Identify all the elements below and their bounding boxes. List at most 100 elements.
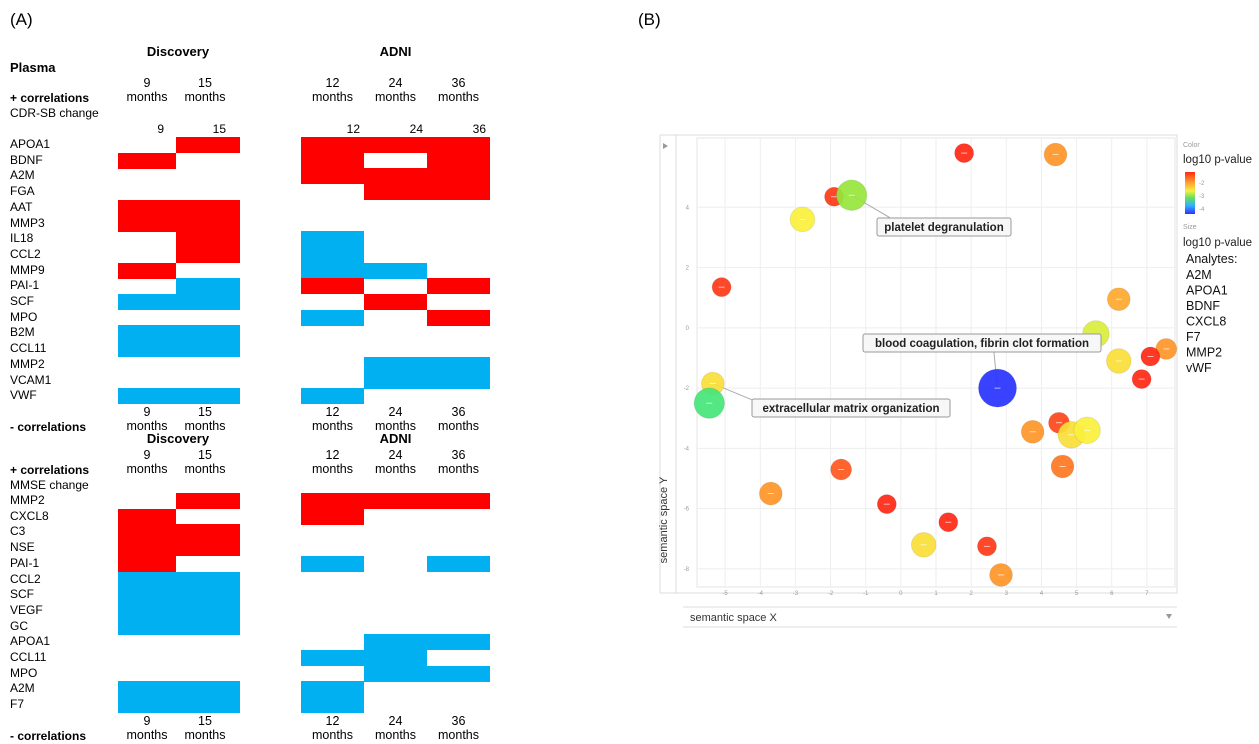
- heatmap-cell: [427, 356, 490, 373]
- heatmap-cell: [301, 262, 364, 279]
- row-label: F7: [10, 697, 25, 712]
- column-header: 36 months: [438, 76, 479, 104]
- heatmap-cell: [301, 246, 364, 263]
- heatmap-cell: [118, 697, 176, 714]
- heatmap-cell: [301, 152, 364, 169]
- heatmap-cell: [176, 587, 240, 604]
- annotation-label: platelet degranulation: [884, 222, 1004, 234]
- heatmap-cell: [301, 508, 364, 525]
- x-tick-label: -4: [758, 591, 764, 597]
- x-tick-label: 2: [969, 591, 973, 597]
- x-tick-label: 7: [1145, 591, 1149, 597]
- legend-color-title: Color: [1183, 142, 1200, 149]
- x-tick-label: 1: [934, 591, 938, 597]
- heatmap-cell: [364, 356, 427, 373]
- row-label: MMP3: [10, 215, 45, 230]
- row-label: CXCL8: [10, 508, 49, 523]
- row-label: B2M: [10, 325, 35, 340]
- panel-a-label: (A): [10, 10, 33, 29]
- row-label: PAI-1: [10, 278, 40, 293]
- group-header-adni: ADNI: [379, 44, 412, 59]
- row-label: CCL11: [10, 650, 47, 664]
- heatmap-cell: [118, 262, 176, 279]
- column-tick: 24: [409, 122, 423, 136]
- row-label: NSE: [10, 540, 35, 555]
- row-label: SCF: [10, 294, 34, 308]
- heatmap-cell: [427, 372, 490, 389]
- heatmap-cell: [176, 540, 240, 557]
- heatmap-cell: [427, 634, 490, 651]
- column-footer: 12 months: [312, 404, 353, 433]
- annotation-label: extracellular matrix organization: [762, 403, 939, 415]
- x-tick-label: 3: [1005, 591, 1009, 597]
- column-footer: 15 months: [184, 404, 226, 433]
- x-axis-title: semantic space X: [690, 612, 777, 624]
- heatmap-cell: [176, 246, 240, 263]
- heatmap-cell: [301, 278, 364, 295]
- column-footer: 24 months: [375, 404, 416, 433]
- heatmap-cell: [427, 152, 490, 169]
- x-tick-label: 6: [1110, 591, 1114, 597]
- heatmap-cell: [301, 309, 364, 326]
- heatmap-cell: [364, 493, 427, 509]
- column-tick: 9: [157, 122, 164, 136]
- color-scale-tick: -3: [1199, 194, 1205, 200]
- heatmap-cell: [301, 681, 364, 698]
- analyte-item: vWF: [1186, 361, 1212, 375]
- column-tick: 12: [346, 122, 360, 136]
- heatmap-cell: [301, 555, 364, 572]
- y-tick-label: -2: [684, 386, 690, 392]
- row-label: A2M: [10, 681, 35, 696]
- column-header: 15 months: [184, 76, 226, 104]
- heatmap-cell: [118, 571, 176, 588]
- heatmap-cell: [118, 152, 176, 169]
- heatmap-cell: [176, 618, 240, 635]
- legend-size-title: Size: [1183, 224, 1197, 231]
- color-scale-tick: -4: [1199, 207, 1205, 213]
- group-header-discovery: Discovery: [146, 431, 210, 446]
- negative-correlations-label: - correlations: [10, 419, 87, 434]
- analyte-item: CXCL8: [1186, 315, 1226, 329]
- analyte-item: BDNF: [1186, 299, 1220, 313]
- x-tick-label: -2: [828, 591, 834, 597]
- analyte-item: MMP2: [1186, 346, 1222, 360]
- heatmap-cell: [118, 388, 176, 405]
- heatmap-cell: [118, 555, 176, 572]
- heatmap-cell: [176, 294, 240, 310]
- heatmap-cell: [118, 681, 176, 698]
- column-header: 12 months: [312, 76, 353, 104]
- heatmap-cell: [301, 650, 364, 666]
- panel-b-label: (B): [638, 10, 661, 29]
- heatmap-cell: [118, 587, 176, 604]
- y-tick-label: 4: [686, 205, 690, 211]
- analyte-item: APOA1: [1186, 284, 1228, 298]
- heatmap-cell: [301, 137, 364, 153]
- row-label: APOA1: [10, 137, 51, 151]
- heatmap-title: Plasma: [10, 60, 56, 75]
- heatmap-cell: [118, 618, 176, 635]
- heatmap-cell: [427, 309, 490, 326]
- heatmap-cell: [176, 697, 240, 714]
- annotation-box: [876, 217, 1012, 237]
- x-tick-label: -3: [793, 591, 799, 597]
- row-label: C3: [10, 524, 26, 539]
- heatmap-cell: [118, 199, 176, 216]
- column-header: 15 months: [184, 448, 226, 476]
- heatmap-cell: [176, 325, 240, 342]
- y-tick-label: -4: [684, 446, 690, 452]
- y-tick-label: 2: [686, 266, 690, 272]
- column-header: 12 months: [312, 448, 353, 476]
- row-label: CCL11: [10, 341, 47, 356]
- group-header-adni: ADNI: [379, 431, 412, 446]
- heatmap-cell: [364, 665, 427, 682]
- expand-arrow-icon: [663, 143, 668, 149]
- x-axis-dropdown-icon: [1166, 614, 1172, 619]
- row-label: IL18: [10, 231, 34, 246]
- heatmap-cell: [301, 697, 364, 714]
- row-label: CCL2: [10, 246, 41, 261]
- y-tick-label: -6: [684, 507, 690, 513]
- heatmap-cell: [364, 137, 427, 153]
- heatmap-cell: [301, 168, 364, 185]
- heatmap-cell: [364, 168, 427, 185]
